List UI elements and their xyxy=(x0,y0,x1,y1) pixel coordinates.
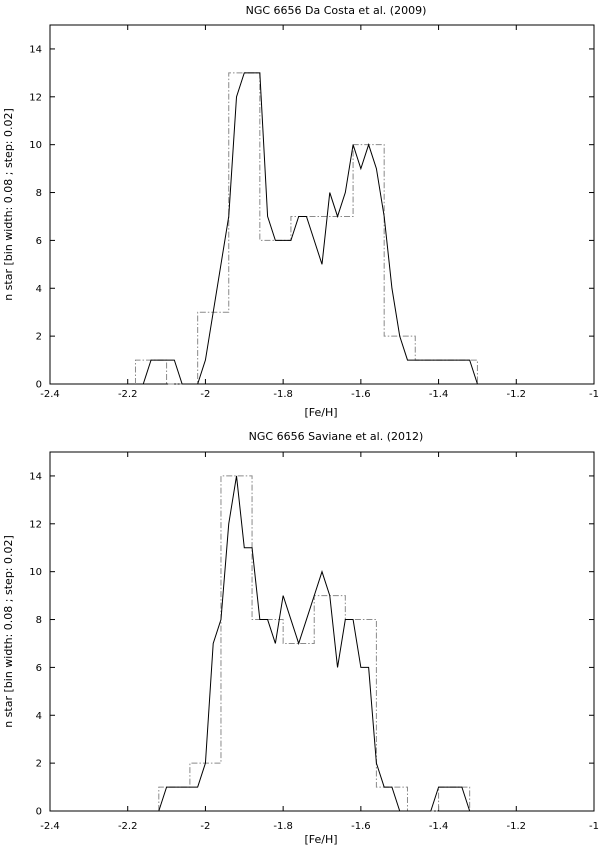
y-tick-label: 8 xyxy=(36,188,42,199)
y-tick-label: 4 xyxy=(36,711,42,722)
histogram-series xyxy=(134,72,478,385)
x-tick-label: -1.8 xyxy=(273,389,293,400)
y-tick-label: 8 xyxy=(36,615,42,626)
x-axis-label: [Fe/H] xyxy=(304,406,337,419)
y-tick-label: 0 xyxy=(36,807,42,818)
y-tick-label: 12 xyxy=(29,92,42,103)
y-tick-label: 0 xyxy=(36,380,42,391)
plot-frame xyxy=(49,451,595,812)
x-tick-label: -1.8 xyxy=(273,821,293,832)
x-tick-label: -2.4 xyxy=(40,389,60,400)
x-tick-label: -1.4 xyxy=(429,821,449,832)
y-tick-label: 10 xyxy=(29,567,42,578)
chart-panel-1: NGC 6656 Da Costa et al. (2009) -2.4 -2.2 -… xyxy=(2,4,599,419)
x-axis-label: [Fe/H] xyxy=(304,833,337,846)
x-tick-label: -1.6 xyxy=(351,821,371,832)
x-tick-label: -1.6 xyxy=(351,389,371,400)
plot-frame xyxy=(49,24,595,385)
y-tick-label: 14 xyxy=(29,44,42,55)
y-tick-label: 14 xyxy=(29,471,42,482)
chart-title: NGC 6656 Saviane et al. (2012) xyxy=(249,430,424,443)
y-tick-label: 12 xyxy=(29,519,42,530)
x-tick-label: -1.2 xyxy=(507,821,527,832)
x-tick-label: -2 xyxy=(200,821,210,832)
x-tick-label: -1.4 xyxy=(429,389,449,400)
chart-title: NGC 6656 Da Costa et al. (2009) xyxy=(246,4,427,17)
x-tick-label: -2.2 xyxy=(118,821,138,832)
x-tick-label: -2 xyxy=(200,389,210,400)
y-tick-label: 2 xyxy=(36,332,42,343)
x-tick-label: -2.4 xyxy=(40,821,60,832)
y-tick-label: 6 xyxy=(36,236,42,247)
density-series xyxy=(142,72,478,385)
x-tick-label: -1 xyxy=(589,821,599,832)
y-tick-label: 10 xyxy=(29,140,42,151)
x-tick-label: -2.2 xyxy=(118,389,138,400)
y-tick-label: 6 xyxy=(36,663,42,674)
chart-panel-2: NGC 6656 Saviane et al. (2012) -2.4 -2.2 -2… xyxy=(2,430,599,846)
density-series xyxy=(158,475,471,812)
y-tick-label: 2 xyxy=(36,759,42,770)
y-tick-label: 4 xyxy=(36,284,42,295)
y-axis-label: n star [bin width: 0.08 ; step: 0.02] xyxy=(2,108,15,301)
y-axis-label: n star [bin width: 0.08 ; step: 0.02] xyxy=(2,535,15,728)
x-tick-label: -1.2 xyxy=(507,389,527,400)
x-tick-label: -1 xyxy=(589,389,599,400)
